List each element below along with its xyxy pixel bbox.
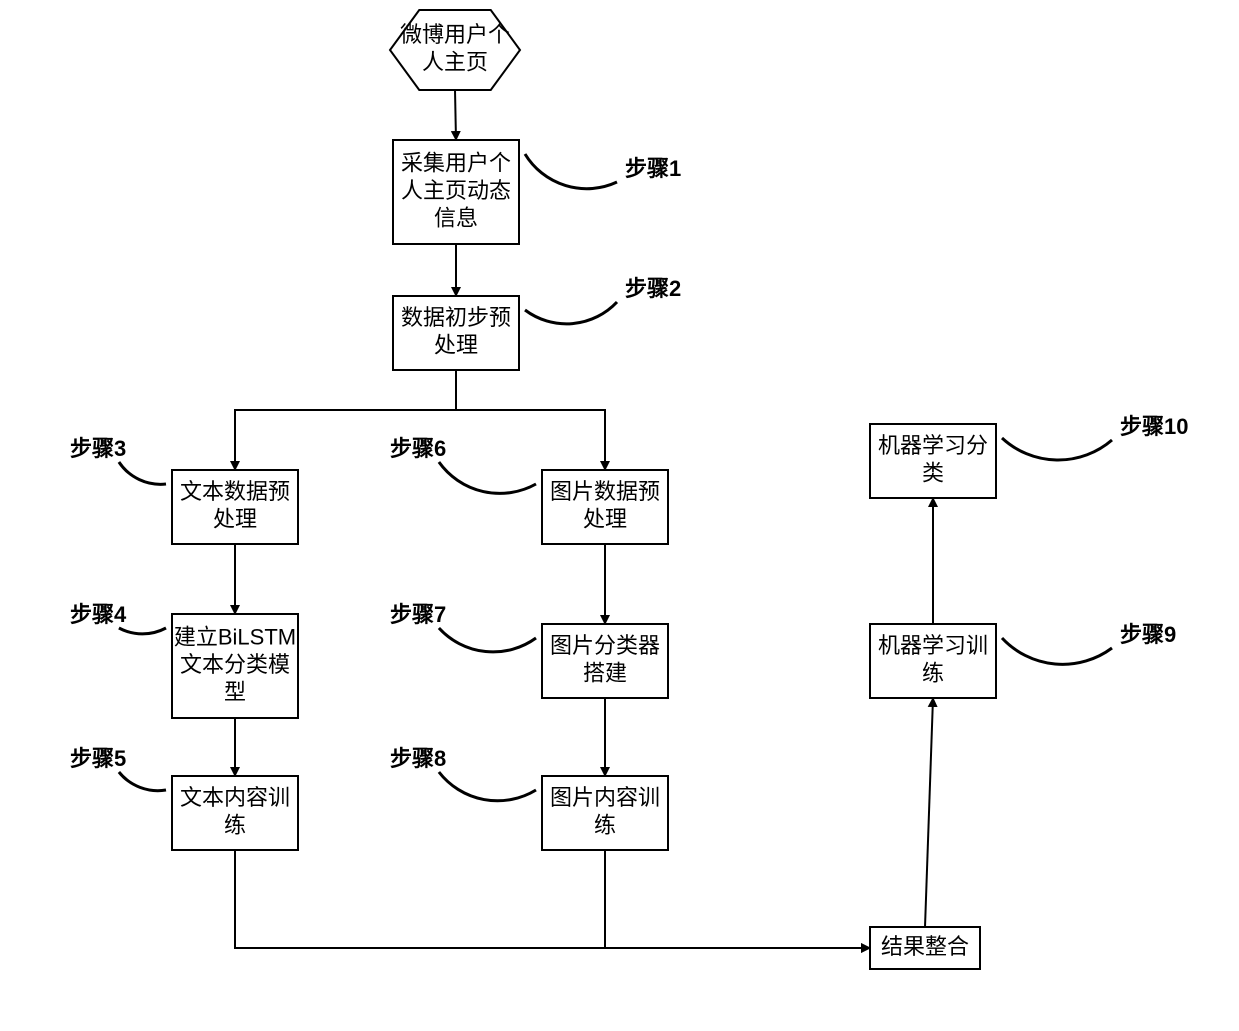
box-text-b7: 搭建 — [583, 661, 627, 686]
arrow-hex0-b1 — [455, 90, 456, 140]
step-label-s4: 步骤4 — [70, 602, 127, 627]
step-label-s9: 步骤9 — [1120, 622, 1176, 647]
box-text-b1: 采集用户个 — [401, 150, 511, 175]
box-text-b5: 练 — [224, 813, 246, 838]
step-arc-s6 — [439, 462, 536, 493]
box-text-b6: 图片数据预 — [550, 479, 660, 504]
step-label-s7: 步骤7 — [390, 602, 446, 627]
step-arc-s4 — [119, 628, 166, 634]
box-text-b3: 处理 — [213, 507, 257, 532]
box-text-b2: 数据初步预 — [401, 305, 511, 330]
arrow-b5-b9r — [235, 850, 870, 948]
box-text-b4: 型 — [224, 679, 246, 704]
step-arc-s3 — [119, 462, 166, 484]
step-arc-s9 — [1002, 638, 1112, 664]
arrow-b2-b6 — [456, 370, 605, 470]
step-arc-s10 — [1002, 438, 1112, 460]
step-arc-s8 — [439, 772, 536, 801]
step-label-s8: 步骤8 — [390, 746, 446, 771]
step-arc-s1 — [525, 154, 617, 189]
box-text-b9r: 结果整合 — [881, 934, 969, 959]
box-text-b2: 处理 — [434, 333, 478, 358]
box-text-b10: 机器学习分 — [878, 433, 988, 458]
box-text-b1: 人主页动态 — [401, 178, 511, 203]
step-arc-s7 — [439, 628, 536, 652]
box-text-b4: 文本分类模 — [180, 652, 290, 677]
flowchart-root: 微博用户个人主页采集用户个人主页动态信息数据初步预处理文本数据预处理建立BiLS… — [0, 0, 1239, 1031]
step-label-s6: 步骤6 — [390, 436, 446, 461]
box-text-b3: 文本数据预 — [180, 479, 290, 504]
arrow-b9r-b9 — [925, 698, 933, 927]
hexagon-text: 微博用户个 — [400, 22, 510, 47]
box-text-b8: 练 — [594, 813, 616, 838]
step-label-s3: 步骤3 — [70, 436, 126, 461]
step-label-s1: 步骤1 — [625, 156, 681, 181]
box-text-b9: 练 — [922, 661, 944, 686]
box-text-b1: 信息 — [434, 205, 478, 230]
box-text-b5: 文本内容训 — [180, 785, 290, 810]
step-label-s10: 步骤10 — [1120, 414, 1188, 439]
box-text-b6: 处理 — [583, 507, 627, 532]
step-label-s2: 步骤2 — [625, 276, 681, 301]
hexagon-text: 人主页 — [422, 50, 488, 75]
arrow-b8-b9r — [605, 850, 870, 948]
box-text-b4: 建立BiLSTM — [174, 624, 296, 649]
step-arc-s5 — [119, 772, 166, 791]
box-text-b8: 图片内容训 — [550, 785, 660, 810]
box-text-b9: 机器学习训 — [878, 633, 988, 658]
box-text-b10: 类 — [922, 461, 944, 486]
step-label-s5: 步骤5 — [70, 746, 126, 771]
box-text-b7: 图片分类器 — [550, 633, 660, 658]
step-arc-s2 — [525, 302, 617, 324]
